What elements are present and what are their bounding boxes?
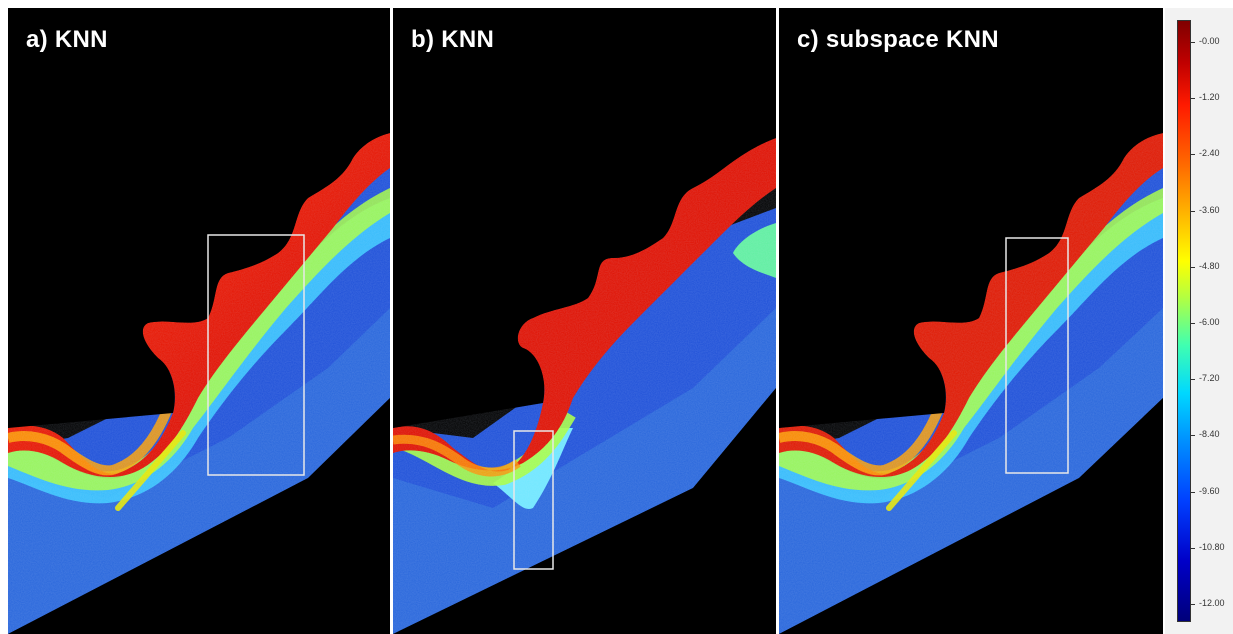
- colorbar-tick-mark: [1191, 547, 1195, 549]
- panel-title: a) KNN: [26, 26, 108, 53]
- colorbar-tick-mark: [1191, 210, 1195, 212]
- colorbar-tick-mark: [1191, 266, 1195, 268]
- colorbar-tick-label: -10.80: [1199, 541, 1225, 552]
- colorbar-tick-mark: [1191, 323, 1195, 324]
- colorbar-tick-label: -0.00: [1199, 36, 1220, 46]
- colorbar-tick-label: -3.60: [1199, 204, 1220, 215]
- panel-title: c) subspace KNN: [797, 26, 999, 53]
- depth-map-b: [393, 8, 776, 634]
- colorbar: [1177, 20, 1191, 622]
- highlight-box-c: [1005, 237, 1069, 474]
- colorbar-panel: [1165, 8, 1233, 634]
- colorbar-tick-label: -7.20: [1199, 373, 1220, 384]
- panel-a: a) KNN: [8, 8, 390, 634]
- colorbar-tick-label: -4.80: [1199, 260, 1220, 271]
- colorbar-tick-mark: [1191, 154, 1195, 156]
- panel-c: c) subspace KNN: [779, 8, 1163, 634]
- colorbar-tick-label: -6.00: [1199, 317, 1220, 327]
- depth-map-a: [8, 8, 390, 634]
- colorbar-tick-mark: [1191, 42, 1195, 43]
- colorbar-tick-label: -1.20: [1199, 92, 1220, 103]
- colorbar-tick-label: -9.60: [1199, 485, 1220, 496]
- colorbar-tick-mark: [1191, 491, 1195, 493]
- colorbar-tick-mark: [1191, 98, 1195, 100]
- colorbar-tick-mark: [1191, 379, 1195, 381]
- colorbar-tick-label: -8.40: [1199, 429, 1220, 440]
- colorbar-tick-mark: [1191, 435, 1195, 437]
- depth-map-c: [779, 8, 1163, 634]
- colorbar-tick-label: -12.00: [1199, 598, 1225, 608]
- highlight-box-a: [207, 234, 305, 476]
- panel-b: b) KNN: [393, 8, 776, 634]
- colorbar-tick-mark: [1191, 604, 1195, 605]
- colorbar-tick-label: -2.40: [1199, 148, 1220, 159]
- highlight-box-b: [513, 430, 554, 570]
- panel-title: b) KNN: [411, 26, 495, 53]
